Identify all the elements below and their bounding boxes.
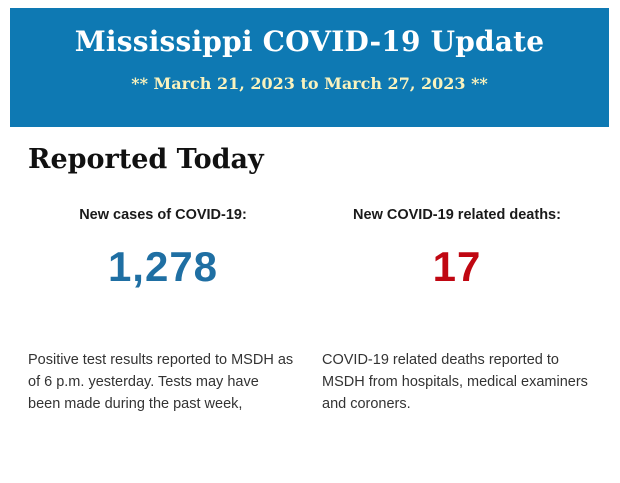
new-deaths-label: New COVID-19 related deaths: [353,207,561,223]
banner-date-range: ** March 21, 2023 to March 27, 2023 ** [131,74,488,93]
new-cases-description: Positive test results reported to MSDH a… [28,352,294,412]
new-deaths-value: 17 [432,243,482,290]
stat-new-deaths: New COVID-19 related deaths: 17 COVID-19… [322,207,592,415]
new-cases-label: New cases of COVID-19: [79,207,247,223]
stat-new-cases: New cases of COVID-19: 1,278 Positive te… [28,207,298,415]
stats-grid: New cases of COVID-19: 1,278 Positive te… [28,207,592,415]
new-cases-value: 1,278 [107,243,219,290]
banner-title: Mississippi COVID-19 Update [74,25,545,58]
header-banner: Mississippi COVID-19 Update ** March 21,… [10,8,609,127]
new-deaths-description: COVID-19 related deaths reported to MSDH… [322,352,588,412]
section-heading: Reported Today [28,144,264,175]
report-section: Reported Today New cases of COVID-19: 1,… [0,127,620,415]
